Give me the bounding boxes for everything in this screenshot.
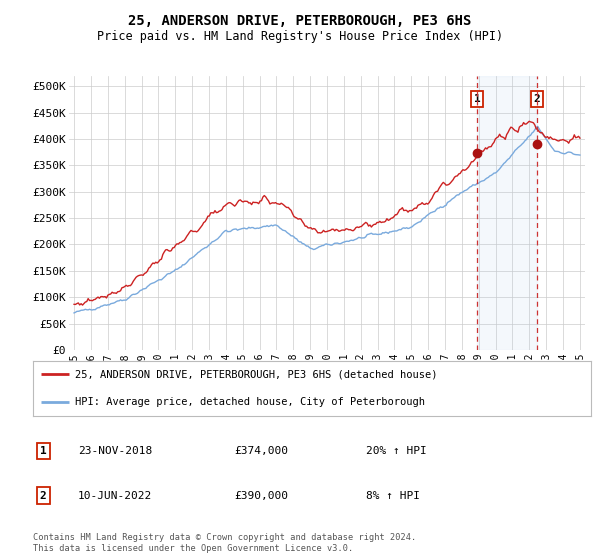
Text: Price paid vs. HM Land Registry's House Price Index (HPI): Price paid vs. HM Land Registry's House … (97, 30, 503, 43)
Bar (477, 76, 537, 350)
Text: 23-NOV-2018: 23-NOV-2018 (78, 446, 152, 456)
Text: 1: 1 (40, 446, 47, 456)
Text: £390,000: £390,000 (234, 491, 288, 501)
Text: 1: 1 (474, 94, 481, 104)
Text: 25, ANDERSON DRIVE, PETERBOROUGH, PE3 6HS: 25, ANDERSON DRIVE, PETERBOROUGH, PE3 6H… (128, 14, 472, 28)
Text: £374,000: £374,000 (234, 446, 288, 456)
Text: 8% ↑ HPI: 8% ↑ HPI (366, 491, 420, 501)
Text: 2: 2 (533, 94, 540, 104)
Text: HPI: Average price, detached house, City of Peterborough: HPI: Average price, detached house, City… (75, 397, 425, 407)
Text: 2: 2 (40, 491, 47, 501)
Text: Contains HM Land Registry data © Crown copyright and database right 2024.
This d: Contains HM Land Registry data © Crown c… (33, 533, 416, 553)
Text: 10-JUN-2022: 10-JUN-2022 (78, 491, 152, 501)
Text: 20% ↑ HPI: 20% ↑ HPI (366, 446, 427, 456)
Text: 25, ANDERSON DRIVE, PETERBOROUGH, PE3 6HS (detached house): 25, ANDERSON DRIVE, PETERBOROUGH, PE3 6H… (75, 370, 437, 379)
